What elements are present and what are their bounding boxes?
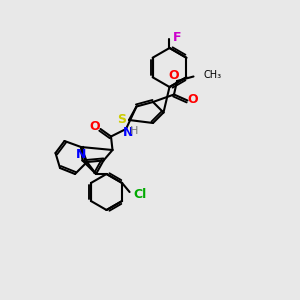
Text: O: O (90, 120, 101, 133)
Text: CH₃: CH₃ (203, 70, 221, 80)
Text: N: N (123, 126, 134, 139)
Text: O: O (187, 93, 198, 106)
Text: O: O (169, 69, 179, 82)
Text: S: S (117, 113, 126, 126)
Text: N: N (76, 148, 86, 161)
Text: F: F (173, 31, 182, 44)
Text: H: H (130, 125, 139, 136)
Text: Cl: Cl (133, 188, 146, 202)
